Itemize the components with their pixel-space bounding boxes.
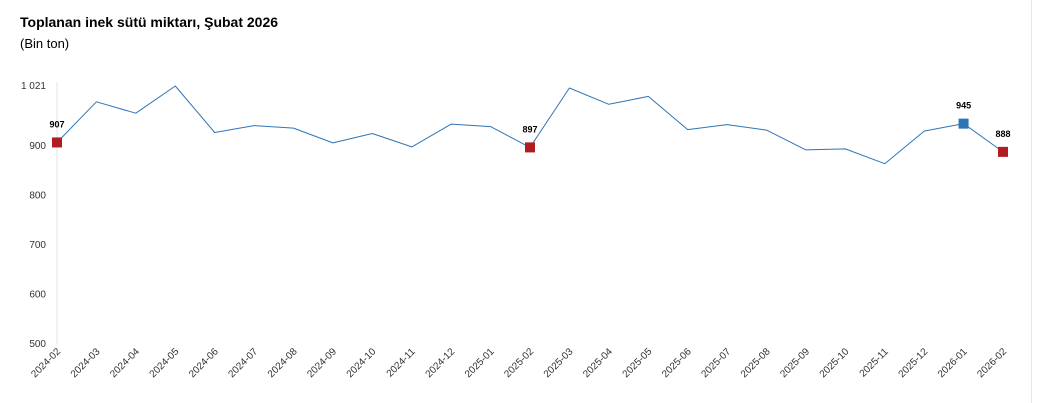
x-tick-label: 2026-01: [936, 346, 970, 380]
x-tick-label: 2025-05: [621, 346, 655, 380]
y-tick-label: 800: [29, 190, 46, 201]
data-label: 945: [956, 101, 971, 111]
x-tick-label: 2025-03: [542, 346, 576, 380]
x-tick-label: 2024-11: [385, 346, 419, 380]
y-tick-label: 600: [29, 289, 46, 300]
x-tick-label: 2025-06: [660, 346, 694, 380]
x-tick-label: 2025-04: [581, 346, 615, 380]
y-tick-label: 500: [29, 339, 46, 350]
x-axis: 2024-02 2024-03 2024-04 2024-05 2024-06 2024-…: [29, 346, 1009, 380]
x-tick-label: 2024-04: [108, 346, 142, 380]
highlight-marker: [998, 147, 1008, 157]
x-tick-label: 2025-08: [739, 346, 773, 380]
data-label: 897: [522, 124, 537, 134]
x-tick-label: 2025-01: [463, 346, 497, 380]
x-tick-label: 2024-06: [187, 346, 221, 380]
highlight-marker: [52, 137, 62, 147]
x-tick-label: 2024-03: [69, 346, 103, 380]
x-tick-label: 2025-02: [502, 346, 536, 380]
x-tick-label: 2025-09: [778, 346, 812, 380]
x-tick-label: 2026-02: [975, 346, 1009, 380]
highlight-marker: [525, 142, 535, 152]
y-tick-label: 700: [29, 240, 46, 251]
chart-right-border: [1031, 0, 1032, 403]
x-tick-label: 2024-07: [226, 346, 260, 380]
x-tick-label: 2024-09: [305, 346, 339, 380]
x-tick-label: 2025-07: [699, 346, 733, 380]
x-tick-label: 2024-02: [29, 346, 63, 380]
x-tick-label: 2024-05: [148, 346, 182, 380]
x-tick-label: 2024-10: [345, 346, 379, 380]
x-tick-label: 2025-10: [818, 346, 852, 380]
x-tick-label: 2025-11: [858, 346, 892, 380]
data-label: 888: [995, 129, 1010, 139]
y-tick-label: 900: [29, 141, 46, 152]
y-tick-label: 1 021: [21, 81, 46, 92]
x-tick-label: 2025-12: [897, 346, 931, 380]
highlight-marker: [959, 119, 969, 129]
x-tick-label: 2024-12: [424, 346, 458, 380]
data-label: 907: [49, 119, 64, 129]
highlight-markers: 907 897 945 888: [49, 101, 1010, 157]
x-tick-label: 2024-08: [266, 346, 300, 380]
